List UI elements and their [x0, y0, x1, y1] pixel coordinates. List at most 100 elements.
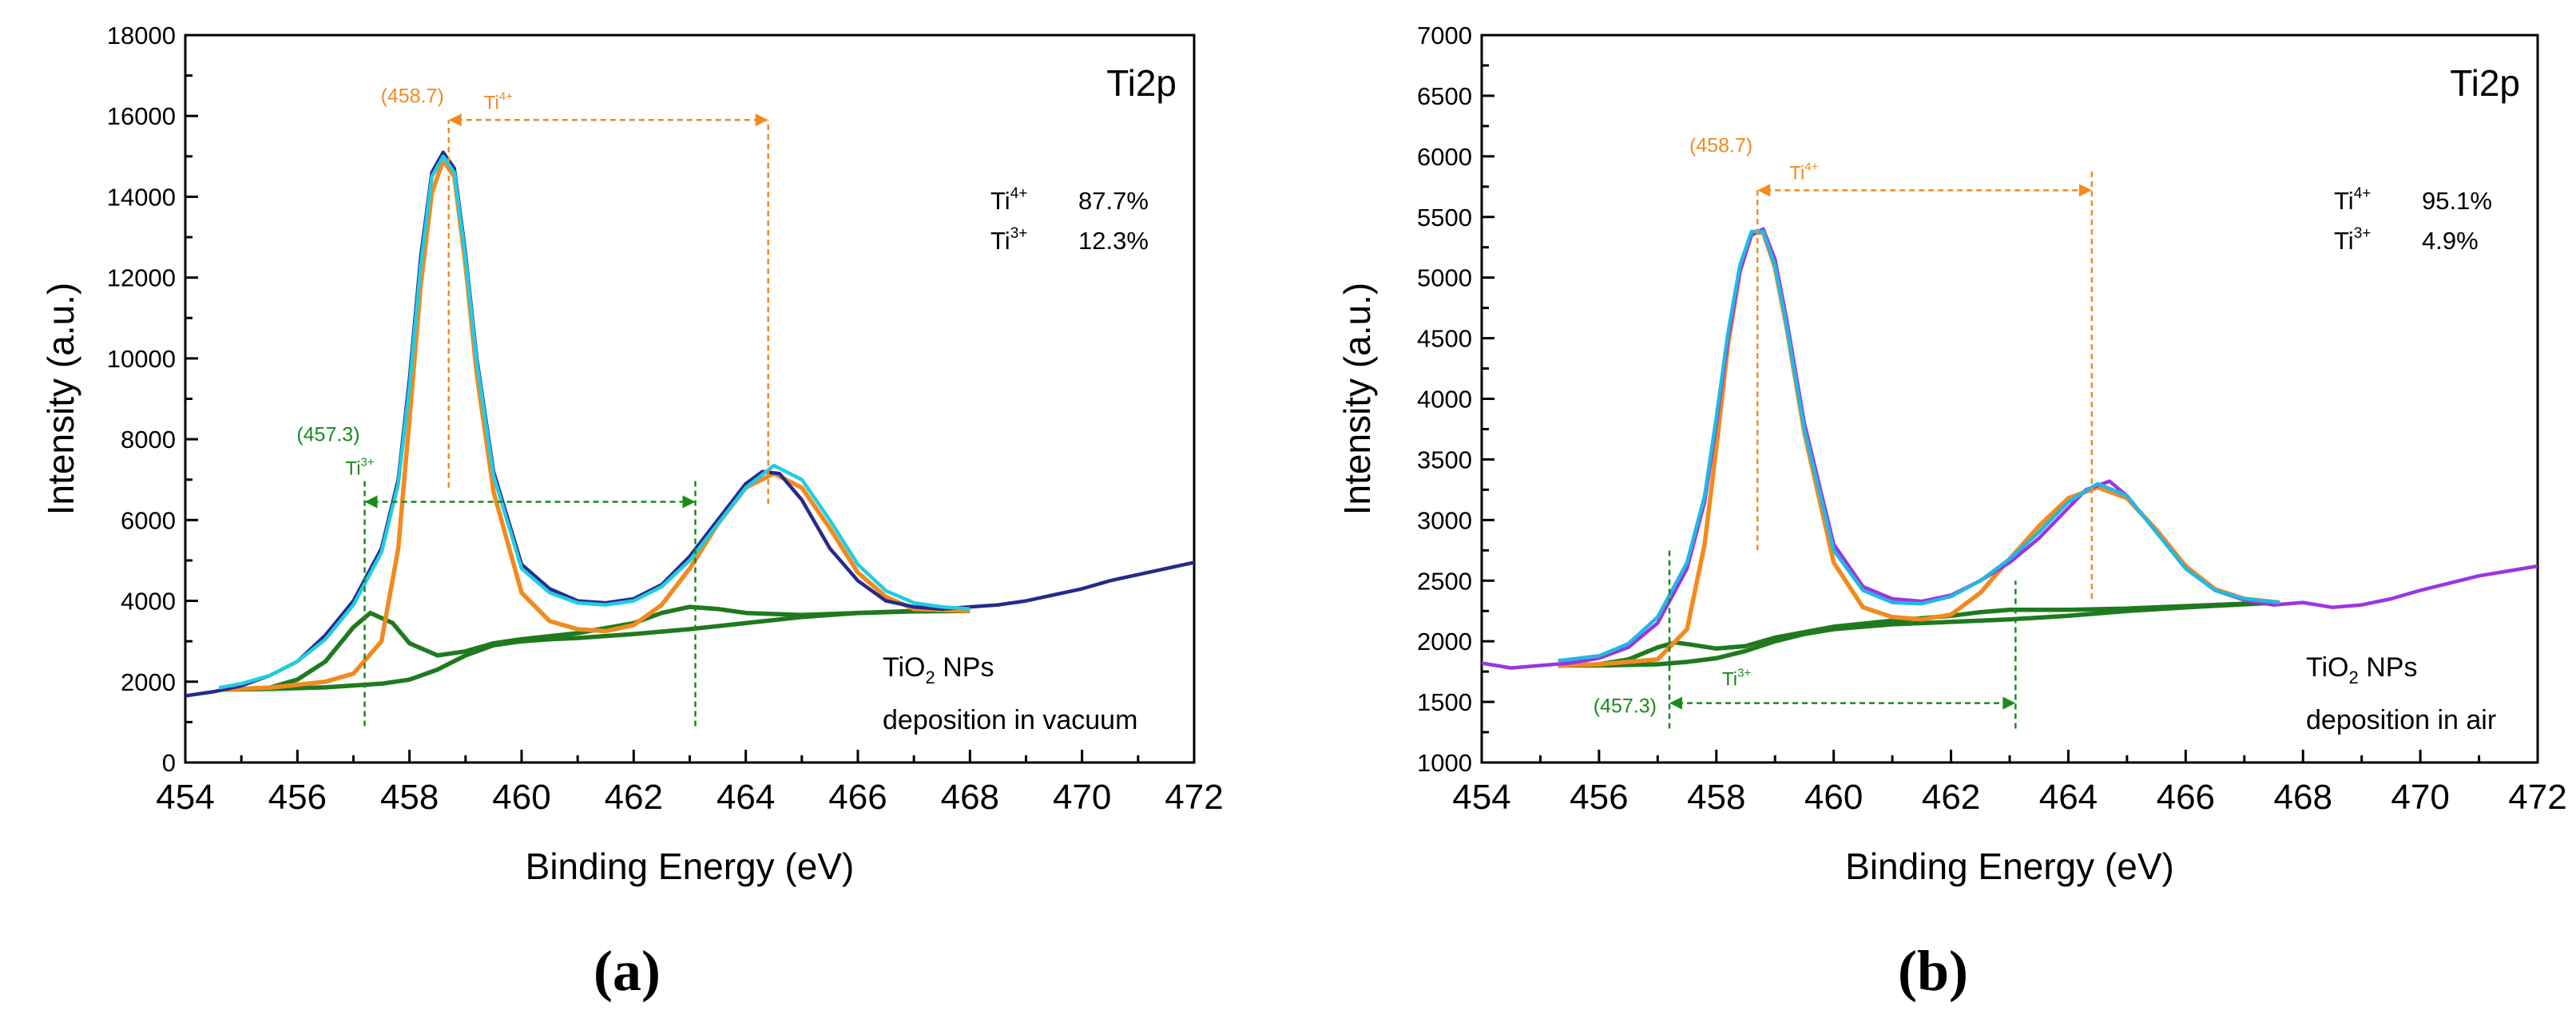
ratio-ion: Ti	[2334, 227, 2354, 255]
y-tick-label: 7000	[1417, 22, 1472, 50]
ion-symbol: Ti	[1722, 669, 1737, 691]
x-tick-label: 454	[1452, 778, 1510, 817]
sample-material: TiO	[883, 652, 926, 683]
ratio-value: 4.9%	[2422, 227, 2479, 255]
sample-label-line1: TiO2 NPs	[2306, 652, 2417, 687]
y-tick-label: 2000	[121, 668, 176, 696]
ratio-value: 87.7%	[1078, 187, 1149, 215]
ion-symbol: Ti	[345, 458, 360, 480]
ratio-ion-label: Ti4+	[990, 185, 1027, 215]
x-tick-label: 460	[492, 778, 550, 817]
peak-position-label: (457.3)	[1594, 695, 1657, 718]
x-tick-label: 456	[1570, 778, 1628, 817]
ion-charge: 4+	[499, 89, 513, 103]
y-tick-label: 2000	[1417, 628, 1472, 656]
series-background	[1558, 600, 2280, 668]
sample-label-line1: TiO2 NPs	[883, 652, 994, 687]
y-tick-label: 3500	[1417, 446, 1472, 473]
x-tick-label: 464	[716, 778, 775, 817]
sample-label-line2: deposition in vacuum	[883, 705, 1137, 735]
arrow-head	[1669, 696, 1683, 710]
y-tick-label: 0	[162, 749, 176, 777]
y-tick-label: 10000	[107, 345, 176, 373]
ratio-value: 12.3%	[1078, 227, 1149, 255]
y-tick-label: 14000	[107, 183, 176, 211]
panel-label: (a)	[593, 939, 661, 1003]
peak-position-label: (458.7)	[1689, 134, 1752, 156]
x-tick-label: 470	[2391, 778, 2449, 817]
chart-panel-a: 454 456 458 460 462 464 466 468 470 472 0 2000 4000 6…	[40, 22, 1224, 1003]
ratio-charge: 3+	[1010, 225, 1028, 242]
ratio-ion-label: Ti3+	[990, 225, 1027, 255]
series-envelope	[218, 154, 970, 690]
x-tick-label: 458	[1687, 778, 1745, 817]
ion-symbol: Ti	[1789, 162, 1804, 184]
ion-label: Ti3+	[1722, 667, 1751, 691]
chart-title: Ti2p	[2450, 62, 2520, 104]
y-tick-label: 5500	[1417, 204, 1472, 232]
y-tick-label: 8000	[121, 426, 176, 454]
arrow-head	[364, 495, 378, 509]
y-axis-label: Intensity (a.u.)	[1336, 283, 1378, 515]
chart-panel-b: 454 456 458 460 462 464 466 468 470 472 1000 1500 20…	[1336, 22, 2567, 1003]
ion-charge: 4+	[1804, 160, 1818, 173]
annotation-ti3: (457.3) Ti3+	[296, 424, 697, 727]
y-tick-label: 12000	[107, 264, 176, 292]
y-axis-label: Intensity (a.u.)	[40, 283, 81, 515]
curves	[185, 150, 1194, 698]
sample-material: TiO	[2306, 652, 2349, 683]
x-tick-label: 468	[2274, 778, 2332, 817]
x-tick-label: 462	[1922, 778, 1980, 817]
x-tick-label: 472	[1165, 778, 1223, 817]
y-tick-label: 6000	[121, 506, 176, 534]
y-tick-label: 3000	[1417, 506, 1472, 534]
ratio-charge: 4+	[1010, 185, 1028, 202]
y-tick-label: 5000	[1417, 264, 1472, 292]
y-tick-label: 1500	[1417, 688, 1472, 716]
curves	[1482, 227, 2538, 670]
series-measured	[1482, 227, 2538, 670]
ion-label: Ti4+	[484, 89, 513, 113]
ratio-value: 95.1%	[2422, 187, 2492, 215]
y-tick-label: 4500	[1417, 325, 1472, 353]
x-tick-label: 460	[1804, 778, 1863, 817]
ratio-charge: 3+	[2354, 225, 2372, 242]
sample-subscript: 2	[2349, 667, 2359, 687]
ion-label: Ti3+	[345, 456, 374, 480]
x-axis-label: Binding Energy (eV)	[526, 846, 855, 887]
arrow-head	[1757, 184, 1771, 197]
y-tick-label: 2500	[1417, 567, 1472, 595]
panel-label: (b)	[1898, 939, 1968, 1003]
ion-symbol: Ti	[484, 92, 499, 113]
y-tick-label: 4000	[121, 588, 176, 616]
arrow-head	[2078, 184, 2092, 197]
sample-label-line2: deposition in air	[2306, 705, 2496, 735]
x-tick-label: 472	[2508, 778, 2566, 817]
ratio-ion-label: Ti4+	[2334, 185, 2371, 215]
y-tick-label: 6000	[1417, 143, 1472, 171]
annotation-ti4: (458.7) Ti4+	[1689, 134, 2094, 600]
x-tick-label: 464	[2039, 778, 2098, 817]
series-ti4-component	[218, 158, 970, 692]
x-tick-label: 458	[380, 778, 439, 817]
x-tick-label: 456	[268, 778, 327, 817]
x-tick-label: 466	[2157, 778, 2215, 817]
ion-charge: 3+	[361, 456, 375, 469]
ion-label: Ti4+	[1789, 160, 1818, 184]
plot-frame	[184, 34, 1196, 764]
series-envelope	[1558, 229, 2280, 663]
arrow-head	[448, 113, 462, 127]
sample-suffix: NPs	[935, 652, 994, 683]
y-tick-label: 1000	[1417, 749, 1472, 777]
arrow-head	[682, 495, 696, 509]
x-tick-label: 462	[605, 778, 663, 817]
chart-title: Ti2p	[1106, 62, 1177, 104]
y-tick-label: 18000	[107, 22, 176, 50]
y-tick-label: 4000	[1417, 386, 1472, 414]
annotation-ti4: (458.7) Ti4+	[381, 85, 769, 505]
x-axis-label: Binding Energy (eV)	[1845, 846, 2174, 887]
series-ti3-component	[1558, 600, 2280, 668]
peak-position-label: (458.7)	[381, 85, 444, 107]
y-tick-label: 16000	[107, 102, 176, 130]
